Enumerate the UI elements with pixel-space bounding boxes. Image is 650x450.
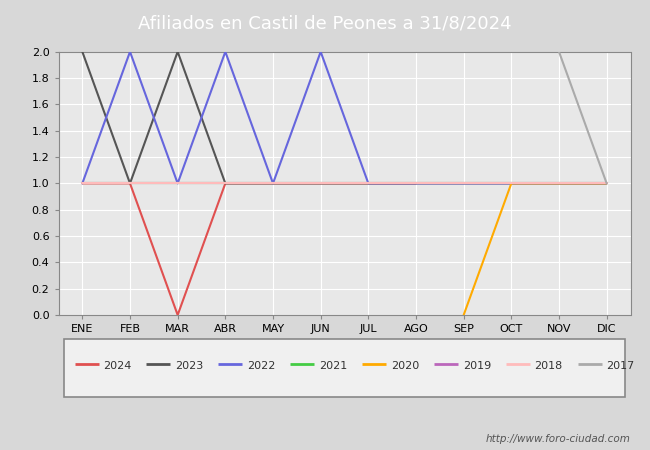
Text: 2024: 2024 [103,361,131,372]
Text: 2023: 2023 [175,361,203,372]
Text: 2018: 2018 [534,361,563,372]
Text: 2019: 2019 [463,361,491,372]
Text: Afiliados en Castil de Peones a 31/8/2024: Afiliados en Castil de Peones a 31/8/202… [138,14,512,33]
Text: 2021: 2021 [319,361,347,372]
Text: 2020: 2020 [391,361,419,372]
Text: 2022: 2022 [247,361,276,372]
Text: 2017: 2017 [606,361,635,372]
Text: http://www.foro-ciudad.com: http://www.foro-ciudad.com [486,434,630,444]
FancyBboxPatch shape [64,338,625,397]
